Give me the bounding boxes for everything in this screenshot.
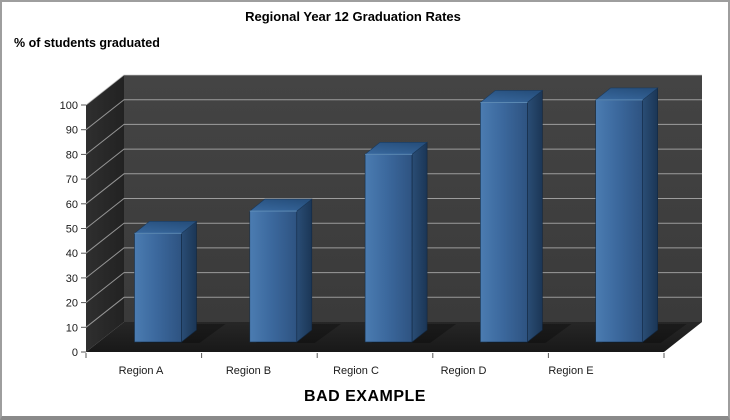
y-tick-label: 100 [60, 100, 78, 112]
chart-title: Regional Year 12 Graduation Rates [245, 9, 461, 24]
x-category-label: Region D [441, 365, 487, 377]
bar-region-b [248, 198, 341, 343]
bar-region-e [594, 87, 687, 343]
y-tick-label: 50 [66, 224, 78, 236]
x-category-label: Region A [119, 365, 164, 377]
y-tick-label: 60 [66, 199, 78, 211]
gridline [85, 74, 702, 106]
x-category-label: Region E [548, 365, 593, 377]
y-tick-label: 90 [66, 125, 78, 137]
bar-side-face [642, 87, 659, 343]
y-tick-label: 70 [66, 174, 78, 186]
bar-front-face [595, 99, 644, 343]
y-axis-title: % of students graduated [14, 36, 160, 50]
bar-front-face [480, 102, 528, 343]
bar-side-face [181, 220, 197, 343]
bar-side-face [527, 89, 543, 343]
bar-region-c [364, 141, 457, 343]
bar-front-face [249, 210, 298, 343]
y-tick-label: 10 [66, 322, 78, 334]
bar-region-a [133, 220, 226, 343]
bar-side-face [296, 198, 313, 343]
x-category-label: Region C [333, 365, 379, 377]
y-tick-label: 0 [72, 347, 78, 359]
plot-area-3d: 0 10 20 30 40 50 60 70 80 90 100 Region A Region B Re… [60, 74, 702, 377]
y-tick-label: 20 [66, 298, 78, 310]
bar-region-d [479, 89, 572, 343]
bar-side-face [411, 141, 428, 343]
bar-front-face [134, 233, 182, 343]
y-tick-label: 40 [66, 248, 78, 260]
y-tick-label: 30 [66, 273, 78, 285]
caption-bad-example: BAD EXAMPLE [304, 388, 426, 405]
x-category-label: Region B [226, 365, 271, 377]
y-tick-label: 80 [66, 149, 78, 161]
bar-front-face [364, 153, 413, 343]
